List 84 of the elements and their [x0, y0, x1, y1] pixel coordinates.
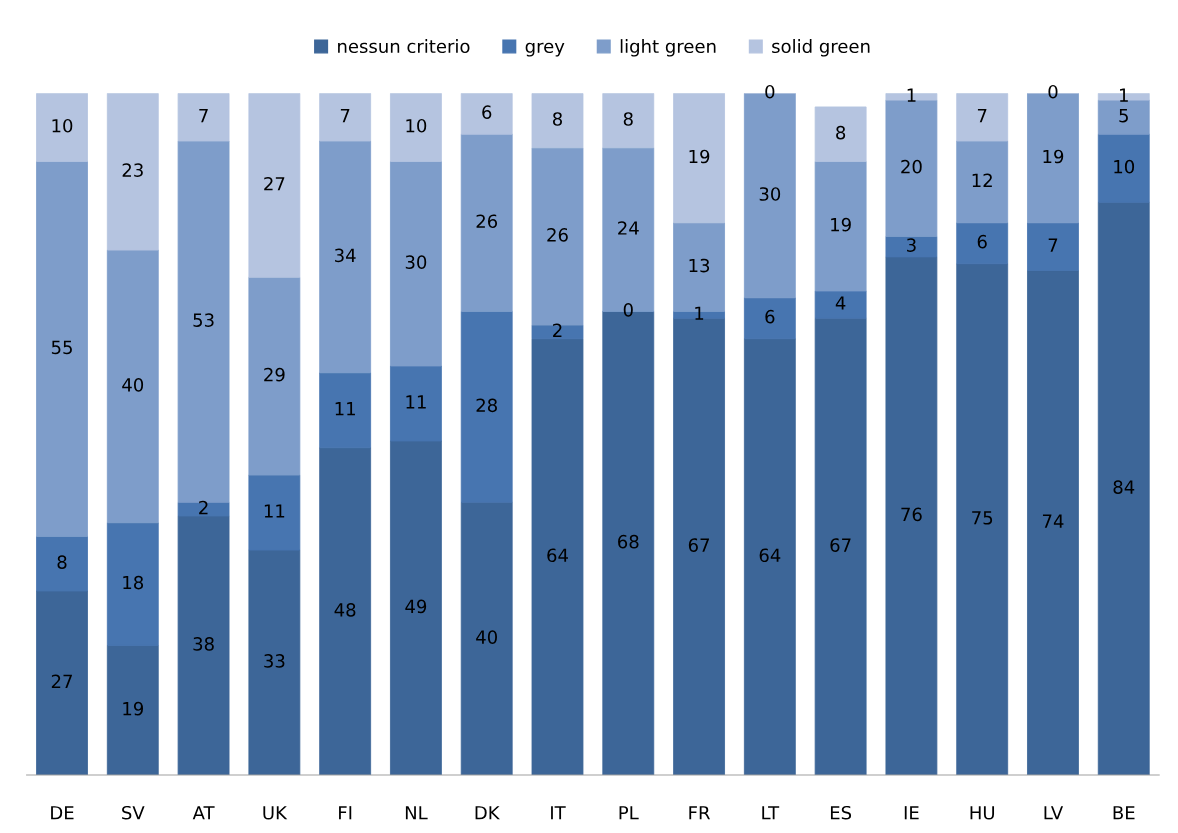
x-tick-label: UK — [263, 806, 288, 820]
data-label: 26 — [547, 228, 568, 242]
data-label: 30 — [405, 255, 427, 269]
data-label: 19 — [689, 149, 710, 164]
data-label: 34 — [335, 248, 356, 263]
data-label: 0 — [765, 84, 775, 99]
data-label: 30 — [759, 187, 781, 201]
data-label: 28 — [476, 398, 497, 413]
data-label: 6 — [765, 309, 775, 324]
x-tick-label: DK — [475, 806, 500, 820]
data-label: 0 — [623, 303, 633, 317]
data-label: 38 — [193, 637, 214, 651]
data-label: 19 — [1043, 149, 1064, 164]
data-label: 68 — [618, 534, 639, 549]
data-label: 33 — [264, 654, 285, 668]
data-label: 48 — [334, 602, 356, 617]
data-label: 64 — [547, 548, 568, 563]
data-label: 18 — [123, 575, 144, 590]
data-label: 49 — [405, 599, 427, 614]
x-tick-label: AT — [192, 806, 215, 820]
data-label: 19 — [123, 701, 144, 716]
data-label: 26 — [476, 214, 498, 229]
legend-label: solid green — [772, 39, 870, 57]
data-label: 12 — [972, 173, 992, 187]
data-label: 0 — [1048, 84, 1058, 99]
data-label: 27 — [264, 176, 285, 191]
data-label: 1 — [695, 306, 704, 320]
data-label: 1 — [1120, 88, 1128, 102]
data-label: 10 — [406, 118, 427, 133]
data-label: 27 — [51, 674, 72, 688]
data-label: 7 — [1048, 238, 1058, 252]
data-label: 7 — [340, 108, 350, 123]
x-tick-label: FR — [689, 806, 711, 820]
data-label: 40 — [122, 378, 144, 392]
data-label: 75 — [972, 511, 993, 525]
data-label: 6 — [977, 234, 987, 249]
data-label: 19 — [831, 217, 851, 232]
data-label: 8 — [836, 125, 846, 140]
data-label: 24 — [618, 221, 639, 235]
data-label: 84 — [1113, 480, 1135, 494]
x-tick-label: DE — [51, 806, 74, 820]
data-label: 7 — [199, 108, 208, 123]
data-label: 40 — [476, 630, 497, 644]
data-label: 1 — [907, 88, 916, 102]
legend-label: grey — [525, 42, 565, 57]
data-label: 2 — [199, 500, 208, 515]
x-tick-label: ES — [830, 805, 852, 820]
data-label: 4 — [835, 296, 846, 310]
data-label: 3 — [907, 238, 916, 252]
data-label: 10 — [1114, 159, 1135, 174]
data-label: 6 — [482, 105, 492, 119]
data-label: 53 — [193, 313, 214, 327]
x-tick-label: FI — [339, 806, 352, 820]
data-label: 11 — [264, 504, 285, 518]
data-label: 76 — [901, 507, 922, 522]
data-label: 11 — [335, 402, 355, 416]
data-label: 8 — [623, 112, 633, 126]
data-label: 67 — [688, 538, 710, 552]
x-tick-label: LV — [1044, 806, 1064, 820]
data-label: 74 — [1042, 514, 1064, 528]
data-label: 2 — [553, 323, 562, 337]
x-tick-label: IT — [551, 806, 566, 820]
x-tick-label: HU — [970, 806, 995, 820]
data-label: 29 — [264, 367, 285, 382]
legend-label: light green — [620, 39, 716, 57]
data-label: 55 — [51, 340, 72, 355]
x-tick-label: LT — [762, 806, 780, 820]
data-label: 7 — [977, 108, 987, 123]
data-label: 20 — [901, 159, 922, 174]
data-label: 8 — [552, 112, 562, 126]
data-label: 8 — [57, 555, 67, 569]
data-label: 11 — [406, 395, 426, 409]
x-tick-label: PL — [619, 806, 639, 820]
data-label: 67 — [830, 538, 851, 552]
x-tick-label: SV — [122, 805, 145, 820]
x-tick-label: IE — [904, 806, 919, 820]
data-label: 23 — [122, 163, 143, 177]
data-label: 64 — [759, 548, 781, 563]
data-label: 13 — [689, 258, 710, 273]
data-label: 5 — [1119, 108, 1128, 123]
data-label: 10 — [52, 118, 73, 133]
x-tick-label: BE — [1113, 806, 1135, 820]
x-tick-label: NL — [405, 806, 428, 820]
legend-label: nessun criterio — [338, 39, 470, 54]
